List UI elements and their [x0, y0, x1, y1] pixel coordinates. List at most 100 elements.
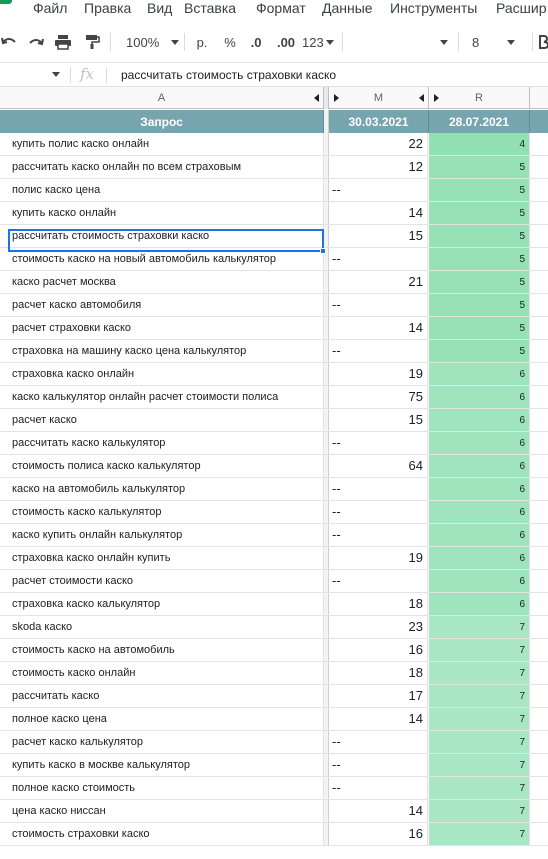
cell-next[interactable] [530, 685, 548, 707]
cell-date-2[interactable]: 4 [429, 133, 530, 155]
expand-arrow-icon[interactable] [434, 94, 439, 102]
cell-date-1[interactable]: -- [329, 179, 428, 201]
cell-query[interactable]: рассчитать каско онлайн по всем страховы… [0, 156, 324, 178]
cell-date-1[interactable]: 12 [329, 156, 428, 178]
cell-next[interactable] [530, 432, 548, 454]
cell-date-1[interactable]: 14 [329, 800, 428, 822]
cell-date-1[interactable]: -- [329, 432, 428, 454]
cell-date-2[interactable]: 5 [429, 271, 530, 293]
cell-date-2[interactable]: 7 [429, 777, 530, 799]
cell-date-1[interactable]: 18 [329, 593, 428, 615]
collapse-arrow-icon[interactable] [314, 94, 319, 102]
cell-query[interactable]: каско на автомобиль калькулятор [0, 478, 324, 500]
cell-next[interactable] [530, 478, 548, 500]
cell-query[interactable]: каско купить онлайн калькулятор [0, 524, 324, 546]
cell-date-2[interactable]: 7 [429, 731, 530, 753]
increase-decimal-button[interactable]: .00 [276, 34, 296, 50]
cell-date-2[interactable]: 6 [429, 547, 530, 569]
more-formats-button[interactable]: 123 [302, 22, 336, 62]
cell-date-2[interactable]: 5 [429, 248, 530, 270]
cell-query[interactable]: skoda каско [0, 616, 324, 638]
cell-next[interactable] [530, 570, 548, 592]
menu-extensions[interactable]: Расшир [496, 0, 547, 16]
cell-date-2[interactable]: 5 [429, 317, 530, 339]
cell-date-2[interactable]: 6 [429, 478, 530, 500]
cell-query[interactable]: каско калькулятор онлайн расчет стоимост… [0, 386, 324, 408]
sheets-logo-icon[interactable] [0, 0, 12, 4]
cell-date-2[interactable]: 5 [429, 225, 530, 247]
cell-next[interactable] [530, 501, 548, 523]
expand-arrow-icon[interactable] [334, 94, 339, 102]
decrease-decimal-button[interactable]: .0 [250, 34, 262, 50]
cell-query[interactable]: расчет стоимости каско [0, 570, 324, 592]
header-date-1[interactable]: 30.03.2021 [329, 110, 429, 133]
cell-date-1[interactable]: -- [329, 777, 428, 799]
cell-date-2[interactable]: 6 [429, 593, 530, 615]
cell-date-2[interactable]: 6 [429, 363, 530, 385]
cell-next[interactable] [530, 731, 548, 753]
cell-next[interactable] [530, 547, 548, 569]
cell-date-1[interactable]: -- [329, 731, 428, 753]
cell-date-1[interactable]: 15 [329, 409, 428, 431]
cell-query[interactable]: полис каско цена [0, 179, 324, 201]
cell-date-2[interactable]: 6 [429, 432, 530, 454]
cell-next[interactable] [530, 340, 548, 362]
cell-query[interactable]: стоимость каско на новый автомобиль каль… [0, 248, 324, 270]
collapse-arrow-icon[interactable] [419, 94, 424, 102]
cell-query[interactable]: страховка на машину каско цена калькулят… [0, 340, 324, 362]
zoom-select[interactable]: 100% [118, 22, 180, 62]
font-family-select[interactable] [348, 22, 452, 62]
cell-query[interactable]: стоимость страховки каско [0, 823, 324, 845]
cell-query[interactable]: расчет каско [0, 409, 324, 431]
column-header-m[interactable]: M [329, 87, 429, 109]
cell-next[interactable] [530, 823, 548, 845]
cell-query[interactable]: купить каско онлайн [0, 202, 324, 224]
cell-date-1[interactable]: 17 [329, 685, 428, 707]
undo-button[interactable] [0, 22, 18, 62]
cell-date-1[interactable]: 21 [329, 271, 428, 293]
header-next[interactable] [530, 110, 548, 133]
cell-next[interactable] [530, 800, 548, 822]
print-button[interactable] [52, 22, 74, 62]
cell-next[interactable] [530, 708, 548, 730]
cell-date-2[interactable]: 7 [429, 754, 530, 776]
cell-date-1[interactable]: 19 [329, 547, 428, 569]
cell-date-1[interactable]: -- [329, 501, 428, 523]
currency-format-button[interactable]: р. [196, 34, 208, 50]
cell-date-2[interactable]: 7 [429, 685, 530, 707]
menu-tools[interactable]: Инструменты [390, 0, 478, 16]
cell-date-1[interactable]: 16 [329, 639, 428, 661]
cell-query[interactable]: страховка каско онлайн [0, 363, 324, 385]
cell-date-2[interactable]: 6 [429, 386, 530, 408]
cell-date-1[interactable]: 14 [329, 708, 428, 730]
cell-next[interactable] [530, 271, 548, 293]
cell-next[interactable] [530, 616, 548, 638]
cell-next[interactable] [530, 294, 548, 316]
cell-date-1[interactable]: 15 [329, 225, 428, 247]
cell-query[interactable]: страховка каско онлайн купить [0, 547, 324, 569]
bold-button[interactable] [538, 22, 548, 62]
menu-edit[interactable]: Правка [84, 0, 132, 16]
cell-next[interactable] [530, 133, 548, 155]
cell-date-2[interactable]: 7 [429, 662, 530, 684]
redo-button[interactable] [24, 22, 48, 62]
cell-query[interactable]: стоимость каско онлайн [0, 662, 324, 684]
cell-next[interactable] [530, 593, 548, 615]
cell-query[interactable]: рассчитать каско калькулятор [0, 432, 324, 454]
cell-date-2[interactable]: 6 [429, 524, 530, 546]
cell-query[interactable]: рассчитать стоимость страховки каско [0, 225, 324, 247]
cell-query[interactable]: стоимость каско калькулятор [0, 501, 324, 523]
cell-date-1[interactable]: 23 [329, 616, 428, 638]
cell-date-1[interactable]: 22 [329, 133, 428, 155]
cell-date-2[interactable]: 5 [429, 340, 530, 362]
cell-query[interactable]: расчет каско автомобиля [0, 294, 324, 316]
cell-next[interactable] [530, 662, 548, 684]
formula-input[interactable]: рассчитать стоимость страховки каско [121, 68, 337, 82]
cell-next[interactable] [530, 777, 548, 799]
cell-query[interactable]: полное каско стоимость [0, 777, 324, 799]
header-query[interactable]: Запрос [0, 110, 324, 133]
cell-date-2[interactable]: 6 [429, 501, 530, 523]
menu-data[interactable]: Данные [322, 0, 373, 16]
cell-date-1[interactable]: -- [329, 340, 428, 362]
cell-date-1[interactable]: -- [329, 248, 428, 270]
